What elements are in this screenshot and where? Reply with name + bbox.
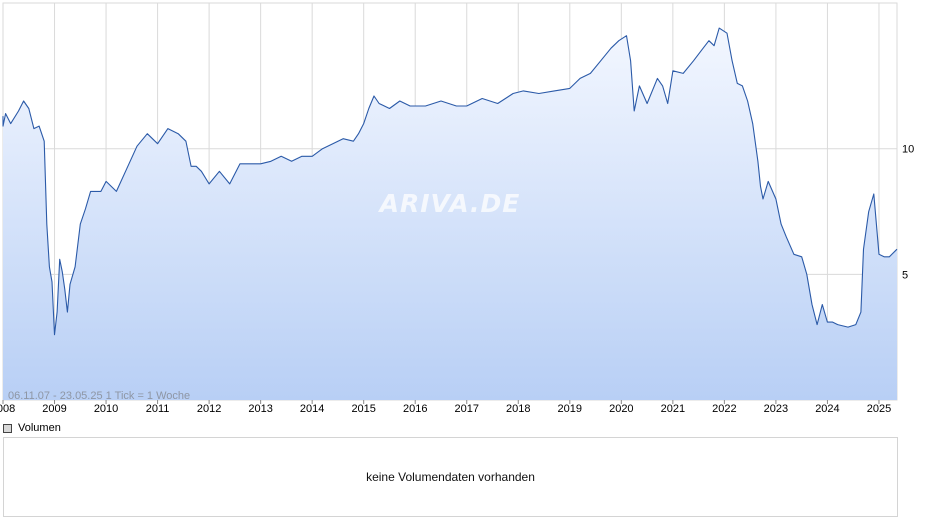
y-axis: 5 10 bbox=[902, 144, 914, 282]
volume-empty-message: keine Volumendaten vorhanden bbox=[366, 470, 535, 484]
price-chart: ARIVA.DE 2008 2009 2010 2011 2012 2013 2014 201… bbox=[0, 2, 914, 415]
x-tick-label: 2014 bbox=[300, 403, 324, 415]
x-tick-label: 2010 bbox=[94, 403, 118, 415]
price-area-fill bbox=[3, 28, 897, 400]
x-tick-label: 2024 bbox=[815, 403, 839, 415]
date-range-label: 06.11.07 - 23.05.25 1 Tick = 1 Woche bbox=[8, 390, 190, 402]
x-tick-label: 2015 bbox=[351, 403, 375, 415]
volume-legend-label: Volumen bbox=[18, 422, 61, 434]
y-tick-label: 5 bbox=[902, 269, 908, 281]
x-tick-label: 2023 bbox=[764, 403, 788, 415]
x-tick-label: 2022 bbox=[712, 403, 736, 415]
x-axis: 2008 2009 2010 2011 2012 2013 2014 2015 2016 2017… bbox=[0, 400, 891, 415]
x-tick-label: 2013 bbox=[248, 403, 272, 415]
x-tick-label: 2019 bbox=[558, 403, 582, 415]
x-tick-label: 2025 bbox=[867, 403, 891, 415]
volume-legend[interactable]: Volumen bbox=[3, 421, 61, 435]
x-tick-label: 2012 bbox=[197, 403, 221, 415]
volume-checkbox-icon[interactable] bbox=[3, 423, 12, 433]
x-tick-label: 2016 bbox=[403, 403, 427, 415]
price-line bbox=[2, 27, 898, 336]
volume-panel: keine Volumendaten vorhanden bbox=[3, 437, 898, 517]
x-tick-label: 2009 bbox=[42, 403, 66, 415]
x-tick-label: 2021 bbox=[661, 403, 685, 415]
x-tick-label: 2011 bbox=[146, 403, 170, 415]
x-tick-label: 2020 bbox=[609, 403, 633, 415]
x-tick-label: 2018 bbox=[506, 403, 530, 415]
x-tick-label: 2008 bbox=[0, 403, 15, 415]
y-tick-label: 10 bbox=[902, 144, 914, 156]
watermark-logo: ARIVA.DE bbox=[378, 189, 521, 218]
x-tick-label: 2017 bbox=[455, 403, 479, 415]
